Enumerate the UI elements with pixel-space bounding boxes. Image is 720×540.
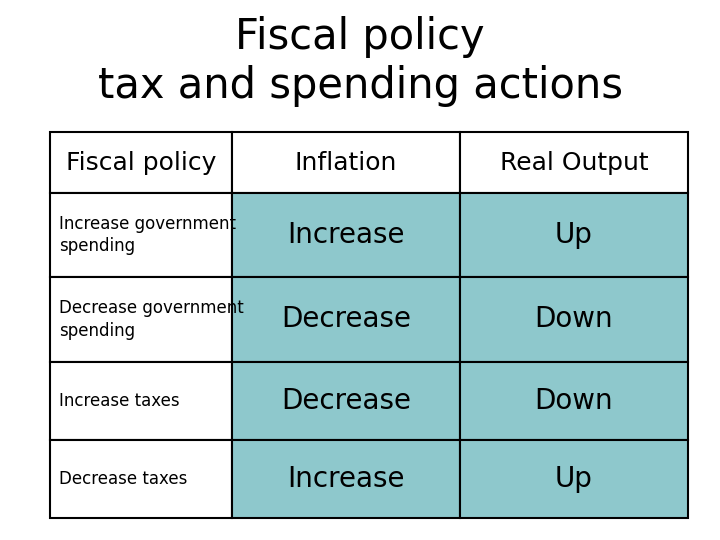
Bar xyxy=(50,278,232,362)
Text: Increase government
spending: Increase government spending xyxy=(59,215,236,255)
Bar xyxy=(460,440,688,518)
Bar xyxy=(232,132,460,193)
Bar xyxy=(232,278,460,362)
Text: Fiscal policy: Fiscal policy xyxy=(66,151,217,174)
Text: Down: Down xyxy=(534,387,613,415)
Bar xyxy=(50,132,232,193)
Bar xyxy=(50,440,232,518)
Text: Down: Down xyxy=(534,306,613,334)
Text: Decrease: Decrease xyxy=(281,387,411,415)
Bar xyxy=(50,193,232,278)
Bar xyxy=(460,362,688,440)
Text: Decrease taxes: Decrease taxes xyxy=(59,470,187,488)
Text: Increase: Increase xyxy=(287,221,405,249)
Bar xyxy=(232,440,460,518)
Text: Increase: Increase xyxy=(287,465,405,493)
Bar xyxy=(232,362,460,440)
Bar xyxy=(460,132,688,193)
Bar xyxy=(460,278,688,362)
Text: Up: Up xyxy=(555,221,593,249)
Bar xyxy=(50,362,232,440)
Bar xyxy=(232,193,460,278)
Text: Increase taxes: Increase taxes xyxy=(59,392,180,410)
Bar xyxy=(460,193,688,278)
Text: Real Output: Real Output xyxy=(500,151,648,174)
Text: Decrease: Decrease xyxy=(281,306,411,334)
Text: Up: Up xyxy=(555,465,593,493)
Text: Inflation: Inflation xyxy=(295,151,397,174)
Text: Decrease government
spending: Decrease government spending xyxy=(59,299,244,340)
Text: Fiscal policy
tax and spending actions: Fiscal policy tax and spending actions xyxy=(97,16,623,107)
